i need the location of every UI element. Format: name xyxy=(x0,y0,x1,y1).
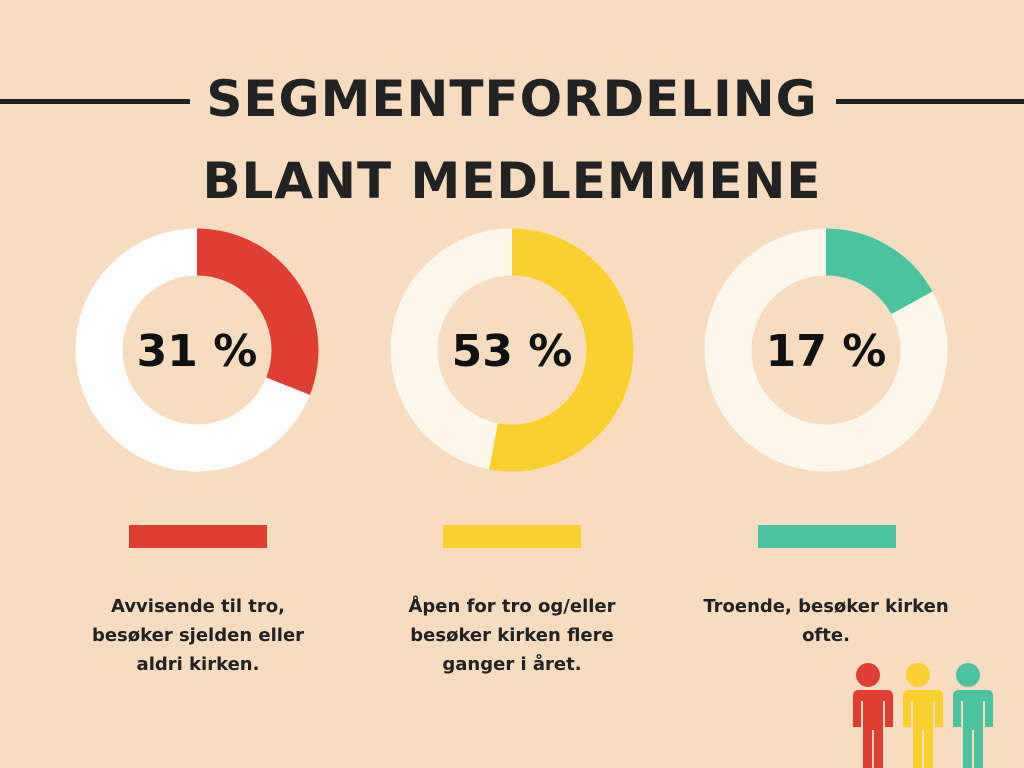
person-yellow-icon xyxy=(898,663,943,768)
legend-swatch-2 xyxy=(443,525,581,548)
description-3-line-2: ofte. xyxy=(802,625,850,646)
donut-chart-1: 31 % xyxy=(75,228,319,472)
donut-chart-3: 17 % xyxy=(704,228,948,472)
donut-1-percent-label: 31 % xyxy=(137,326,258,377)
title-line-1: SEGMENTFORDELING xyxy=(206,70,818,128)
person-red-icon xyxy=(848,663,893,768)
legend-swatch-1 xyxy=(129,525,267,548)
people-illustration xyxy=(848,663,993,768)
segment-description-3: Troende, besøker kirken ofte. xyxy=(696,592,956,650)
description-2-line-1: Åpen for tro og/eller xyxy=(408,596,616,617)
description-1-line-2: besøker sjelden eller xyxy=(91,625,305,646)
description-2-line-3: ganger i året. xyxy=(442,654,582,675)
title-rule-left xyxy=(0,99,190,104)
legend-swatch-3 xyxy=(758,525,896,548)
donut-3-percent-label: 17 % xyxy=(766,326,887,377)
donut-2-segment xyxy=(390,228,634,472)
description-1-line-1: Avvisende til tro, xyxy=(111,596,285,617)
donut-1-segment xyxy=(75,228,319,472)
description-2-line-2: besøker kirken flere xyxy=(410,625,614,646)
title-block: SEGMENTFORDELING BLANT MEDLEMMENE xyxy=(0,58,1024,222)
title-rule-right xyxy=(836,99,1024,104)
person-green-icon xyxy=(948,663,993,768)
donut-2-percent-label: 53 % xyxy=(452,326,573,377)
donut-chart-2: 53 % xyxy=(390,228,634,472)
segment-description-1: Avvisende til tro, besøker sjelden eller… xyxy=(68,592,328,679)
donut-3-segment xyxy=(704,228,948,472)
title-line-2: BLANT MEDLEMMENE xyxy=(202,152,822,210)
segment-description-2: Åpen for tro og/eller besøker kirken fle… xyxy=(382,592,642,679)
description-1-line-3: aldri kirken. xyxy=(136,654,260,675)
description-3-line-1: Troende, besøker kirken xyxy=(703,596,949,617)
